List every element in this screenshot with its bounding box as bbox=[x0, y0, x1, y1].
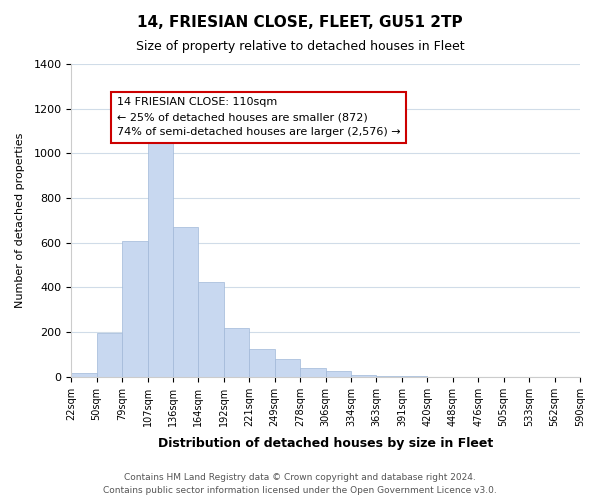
Bar bbox=[376, 376, 402, 377]
Bar bbox=[249, 349, 275, 377]
Bar bbox=[71, 374, 97, 377]
Bar bbox=[300, 368, 326, 377]
Bar bbox=[97, 333, 122, 377]
Bar bbox=[122, 240, 148, 377]
Text: Size of property relative to detached houses in Fleet: Size of property relative to detached ho… bbox=[136, 40, 464, 53]
Bar bbox=[326, 370, 351, 377]
Bar bbox=[275, 359, 300, 377]
Bar bbox=[199, 282, 224, 377]
Y-axis label: Number of detached properties: Number of detached properties bbox=[15, 132, 25, 308]
X-axis label: Distribution of detached houses by size in Fleet: Distribution of detached houses by size … bbox=[158, 437, 493, 450]
Text: 14, FRIESIAN CLOSE, FLEET, GU51 2TP: 14, FRIESIAN CLOSE, FLEET, GU51 2TP bbox=[137, 15, 463, 30]
Bar bbox=[148, 129, 173, 377]
Text: Contains HM Land Registry data © Crown copyright and database right 2024.
Contai: Contains HM Land Registry data © Crown c… bbox=[103, 474, 497, 495]
Bar bbox=[351, 374, 376, 377]
Text: 14 FRIESIAN CLOSE: 110sqm
← 25% of detached houses are smaller (872)
74% of semi: 14 FRIESIAN CLOSE: 110sqm ← 25% of detac… bbox=[117, 98, 401, 137]
Bar bbox=[224, 328, 249, 377]
Bar bbox=[173, 227, 199, 377]
